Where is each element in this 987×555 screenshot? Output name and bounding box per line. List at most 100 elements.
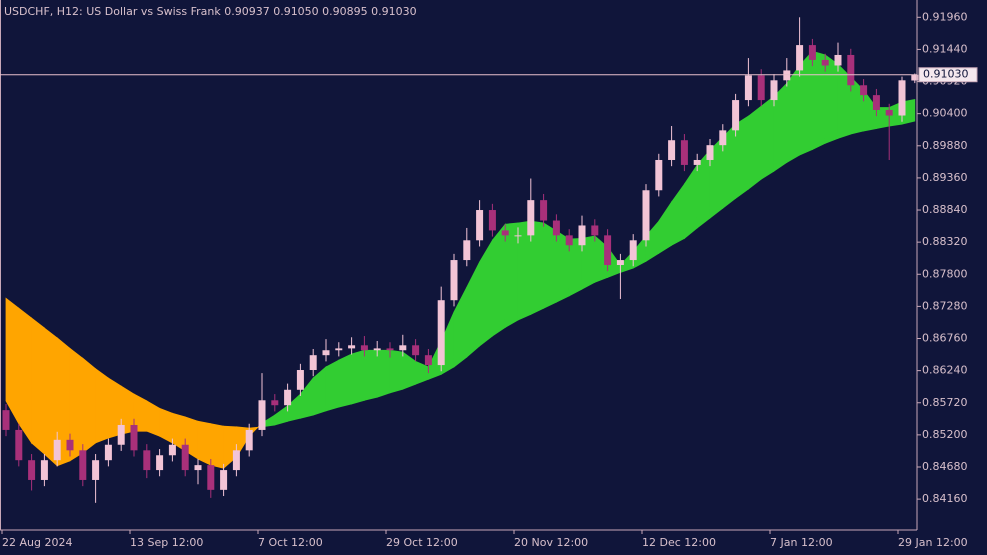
ma-band <box>5 297 20 426</box>
candle-body <box>732 100 740 131</box>
x-tick-label: 29 Oct 12:00 <box>386 536 458 549</box>
x-tick-label: 20 Nov 12:00 <box>514 536 588 549</box>
x-tick-label: 29 Jan 12:00 <box>898 536 968 549</box>
ma-band <box>812 50 826 151</box>
y-tick-label: 0.87800 <box>922 267 968 280</box>
ma-band <box>760 95 775 180</box>
candle-body <box>181 444 189 471</box>
candle-body <box>207 465 215 490</box>
candle-body <box>437 300 445 366</box>
candle-body <box>92 460 100 480</box>
x-tick-label: 22 Aug 2024 <box>2 536 72 549</box>
y-tick-label: 0.84680 <box>922 460 968 473</box>
candle-body <box>284 389 292 406</box>
candle-body <box>79 450 87 480</box>
y-tick-label: 0.85720 <box>922 396 968 409</box>
candle-body <box>808 45 816 60</box>
candle-body <box>220 470 228 490</box>
candle-body <box>450 260 458 301</box>
ma-band <box>338 353 353 408</box>
candle-body <box>335 348 343 351</box>
candle-body <box>117 424 125 445</box>
x-tick-label: 13 Sep 12:00 <box>130 536 203 549</box>
candle-body <box>770 80 778 101</box>
candle-body <box>296 370 304 390</box>
candle-body <box>527 200 535 236</box>
candle-body <box>783 70 791 81</box>
candle-body <box>463 240 471 261</box>
candle-body <box>143 450 151 471</box>
y-tick-label: 0.91960 <box>922 10 968 23</box>
y-tick-label: 0.85200 <box>922 428 968 441</box>
candle-body <box>373 348 381 351</box>
candle-body <box>232 450 240 471</box>
candle-body <box>591 225 599 236</box>
candle-body <box>821 59 829 66</box>
candle-body <box>476 210 484 241</box>
candle-body <box>885 109 893 116</box>
ma-band <box>748 105 762 190</box>
candle-body <box>156 455 164 471</box>
candle-body <box>847 54 855 86</box>
ma-band <box>504 222 519 329</box>
candle-body <box>271 400 279 406</box>
candle-body <box>872 95 880 110</box>
ma-band <box>197 420 212 466</box>
candle-body <box>53 439 61 461</box>
y-tick-label: 0.84160 <box>922 492 968 505</box>
candle-body <box>258 400 266 430</box>
ma-band <box>351 349 365 405</box>
candle-body <box>15 429 23 461</box>
candle-body <box>348 345 356 349</box>
candle-body <box>642 190 650 241</box>
candle-body <box>322 350 330 356</box>
candle-body <box>911 74 919 81</box>
candle-body <box>168 444 176 456</box>
candle-body <box>386 348 394 351</box>
price-label: 0.91030 <box>923 68 969 81</box>
candle-body <box>860 85 868 96</box>
candle-body <box>629 240 637 261</box>
ma-band <box>18 307 33 445</box>
y-tick-label: 0.86760 <box>922 332 968 345</box>
x-tick-label: 7 Oct 12:00 <box>258 536 323 549</box>
chart-title: USDCHF, H12: US Dollar vs Swiss Frank 0.… <box>4 5 417 18</box>
candle-body <box>604 235 612 265</box>
ma-band <box>82 357 96 454</box>
candle-body <box>744 75 752 101</box>
ma-band <box>568 238 583 297</box>
candle-body <box>834 54 842 66</box>
candle-body <box>565 235 573 246</box>
ma-band <box>325 359 340 412</box>
candle-body <box>578 225 586 246</box>
y-tick-label: 0.89360 <box>922 171 968 184</box>
y-tick-label: 0.86240 <box>922 364 968 377</box>
ma-band <box>824 54 839 144</box>
candle-body <box>104 444 112 461</box>
candle-body <box>66 439 74 451</box>
candle-body <box>757 75 765 101</box>
y-tick-label: 0.88840 <box>922 203 968 216</box>
candle-body <box>488 210 496 231</box>
ma-band <box>376 349 391 398</box>
candle-body <box>28 460 36 480</box>
candle-body <box>706 145 714 160</box>
y-tick-label: 0.89880 <box>922 139 968 152</box>
y-tick-label: 0.88320 <box>922 235 968 248</box>
y-tick-label: 0.90400 <box>922 107 968 120</box>
candle-body <box>680 140 688 165</box>
y-tick-label: 0.91440 <box>922 42 968 55</box>
candle-body <box>194 465 202 471</box>
ma-band <box>210 423 225 469</box>
candle-body <box>898 80 906 116</box>
candle-body <box>668 140 676 160</box>
ma-band <box>491 223 506 337</box>
candle-body <box>796 45 804 71</box>
ma-band <box>389 349 404 394</box>
candle-body <box>360 345 368 351</box>
candle-body <box>424 355 432 366</box>
price-label-box <box>918 67 978 83</box>
x-tick-label: 7 Jan 12:00 <box>770 536 833 549</box>
